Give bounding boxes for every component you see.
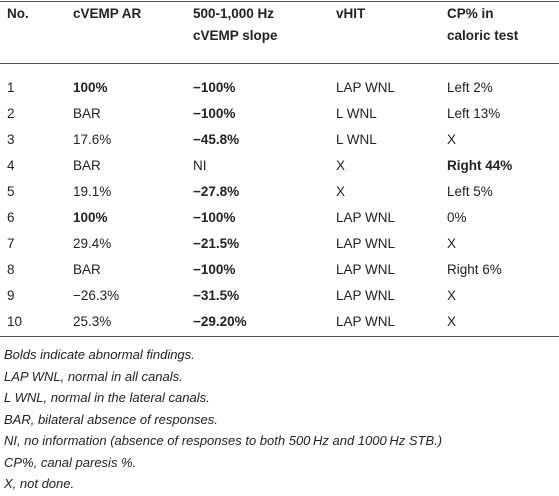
cell: Right 6% [447, 262, 502, 277]
bottom-rule [0, 336, 559, 337]
cell: 25.3% [73, 314, 112, 329]
cell: L WNL [336, 106, 377, 121]
header-rule [0, 63, 559, 64]
cell: 1 [7, 80, 15, 95]
cell: −21.5% [193, 236, 240, 251]
cell: X [447, 314, 457, 329]
header-cell: CP% in [447, 6, 494, 21]
cell: 8 [7, 262, 15, 277]
header-cell: 500-1,000 Hz [193, 6, 275, 21]
cell: LAP WNL [336, 80, 396, 95]
header-cell: vHIT [336, 6, 366, 21]
cell: LAP WNL [336, 288, 396, 303]
cell: 2 [7, 106, 15, 121]
footnote: L WNL, normal in the lateral canals. [4, 390, 210, 405]
cell: X [447, 288, 457, 303]
cell: 29.4% [73, 236, 112, 251]
cell: LAP WNL [336, 210, 396, 225]
cell: 7 [7, 236, 15, 251]
cell: 4 [7, 158, 15, 173]
cell: −100% [193, 262, 236, 277]
cell: BAR [73, 158, 101, 173]
cell: Left 13% [447, 106, 501, 121]
cell: −27.8% [193, 184, 240, 199]
cell: NI [193, 158, 207, 173]
footnote: Bolds indicate abnormal findings. [4, 347, 195, 362]
cell: Left 2% [447, 80, 493, 95]
footnote: CP%, canal paresis %. [4, 454, 137, 470]
cell: BAR [73, 262, 101, 277]
cell: 5 [7, 184, 15, 199]
cell: 100% [73, 80, 108, 95]
cell: 6 [7, 210, 15, 225]
cell: 9 [7, 288, 15, 303]
cell: LAP WNL [336, 236, 396, 251]
cell: 17.6% [73, 132, 112, 147]
cell: −31.5% [193, 288, 240, 303]
footnote: LAP WNL, normal in all canals. [4, 368, 183, 384]
cell: 3 [7, 132, 15, 147]
footnote: BAR, bilateral absence of responses. [4, 411, 218, 427]
cell: LAP WNL [336, 262, 396, 277]
footnote: X, not done. [4, 476, 75, 491]
cell: −26.3% [73, 288, 120, 303]
header-cell: cVEMP AR [73, 6, 142, 21]
cell: X [336, 158, 346, 173]
cell: Right 44% [447, 158, 513, 173]
cell: −100% [193, 106, 236, 121]
cell: Left 5% [447, 184, 493, 199]
top-rule [0, 1, 559, 2]
cell: 0% [447, 210, 467, 225]
cell: −100% [193, 210, 236, 225]
cell: 10 [7, 314, 23, 329]
cell: 100% [73, 210, 108, 225]
cell: X [336, 184, 346, 199]
cell: L WNL [336, 132, 377, 147]
footnote: NI, no information (absence of responses… [4, 433, 443, 448]
cell: −45.8% [193, 132, 240, 147]
cell: −100% [193, 80, 236, 95]
header-cell: No. [7, 6, 29, 21]
header-cell: cVEMP slope [193, 28, 278, 43]
cell: X [447, 236, 457, 251]
cell: BAR [73, 106, 101, 121]
cell: 19.1% [73, 184, 112, 199]
header-cell: caloric test [447, 28, 519, 43]
cell: X [447, 132, 457, 147]
cell: LAP WNL [336, 314, 396, 329]
cell: −29.20% [193, 314, 247, 329]
